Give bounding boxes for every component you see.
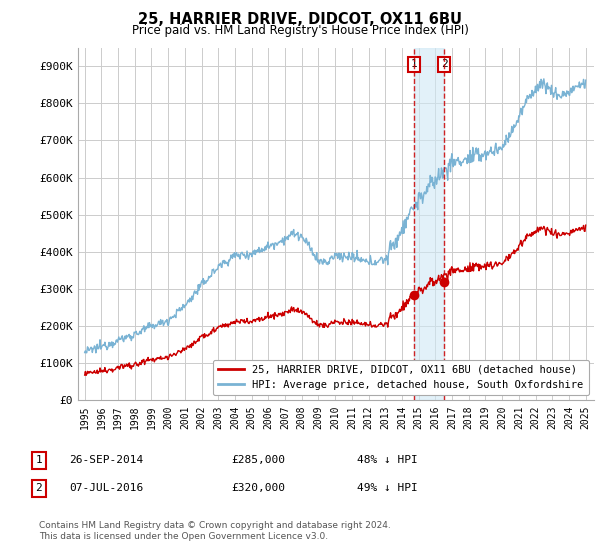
Legend: 25, HARRIER DRIVE, DIDCOT, OX11 6BU (detached house), HPI: Average price, detach: 25, HARRIER DRIVE, DIDCOT, OX11 6BU (det…: [213, 360, 589, 395]
Text: 2: 2: [35, 483, 43, 493]
Text: £285,000: £285,000: [231, 455, 285, 465]
Text: 25, HARRIER DRIVE, DIDCOT, OX11 6BU: 25, HARRIER DRIVE, DIDCOT, OX11 6BU: [138, 12, 462, 27]
Text: 1: 1: [35, 455, 43, 465]
Text: £320,000: £320,000: [231, 483, 285, 493]
Text: 07-JUL-2016: 07-JUL-2016: [69, 483, 143, 493]
Text: 49% ↓ HPI: 49% ↓ HPI: [357, 483, 418, 493]
Text: 1: 1: [411, 59, 418, 69]
Text: 48% ↓ HPI: 48% ↓ HPI: [357, 455, 418, 465]
Text: 2: 2: [440, 59, 448, 69]
Bar: [415, 48, 444, 400]
Text: 26-SEP-2014: 26-SEP-2014: [69, 455, 143, 465]
Text: Contains HM Land Registry data © Crown copyright and database right 2024.
This d: Contains HM Land Registry data © Crown c…: [39, 521, 391, 540]
Text: Price paid vs. HM Land Registry's House Price Index (HPI): Price paid vs. HM Land Registry's House …: [131, 24, 469, 37]
